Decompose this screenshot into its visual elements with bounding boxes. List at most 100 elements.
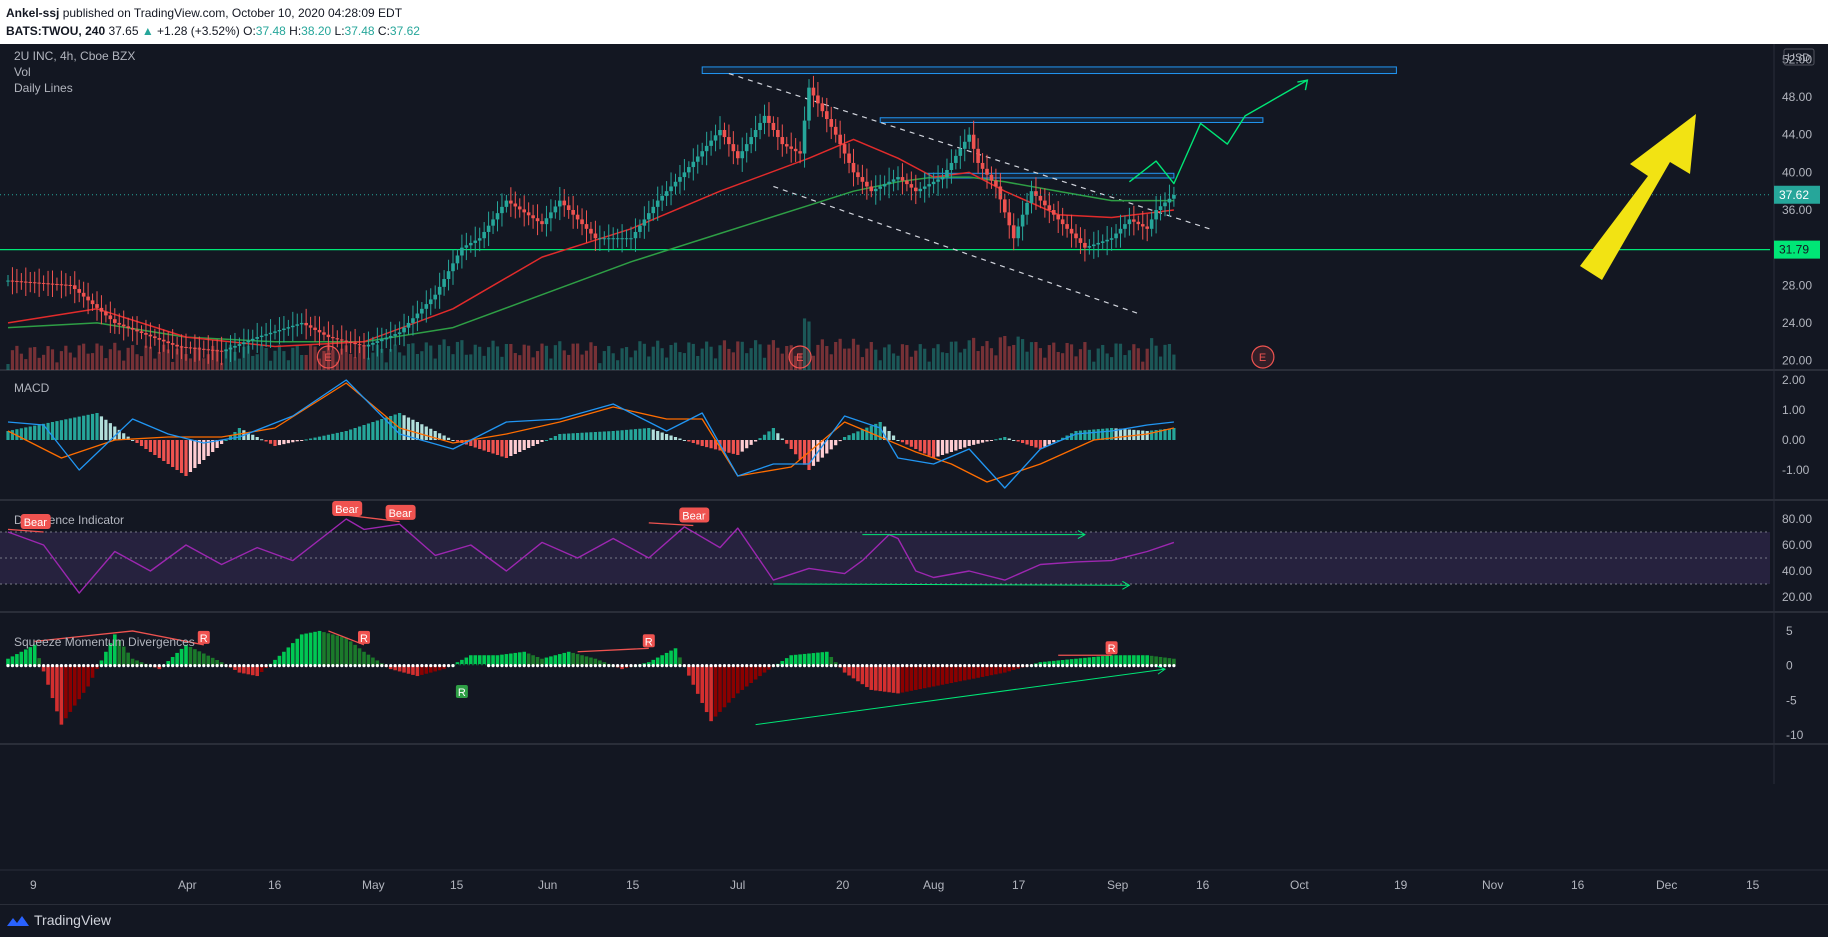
candle-body xyxy=(402,327,406,333)
macd-histogram-bar xyxy=(233,432,237,440)
squeeze-dot xyxy=(224,664,228,668)
squeeze-dot xyxy=(567,664,571,668)
macd-tick-label: -1.00 xyxy=(1782,463,1810,477)
squeeze-dot xyxy=(117,664,121,668)
squeeze-dot xyxy=(1021,664,1025,668)
squeeze-bar xyxy=(1158,656,1163,666)
squeeze-dot xyxy=(696,664,700,668)
earnings-marker-icon[interactable] xyxy=(1251,345,1275,369)
squeeze-bar xyxy=(789,655,793,666)
squeeze-bar xyxy=(86,665,90,687)
squeeze-dot xyxy=(509,664,513,668)
candle-body xyxy=(246,340,251,343)
volume-bar xyxy=(607,346,611,370)
candle-body xyxy=(1065,224,1069,229)
candle-body xyxy=(816,95,820,104)
squeeze-dot xyxy=(99,664,104,668)
squeeze-dot xyxy=(162,664,166,668)
candle-body xyxy=(19,281,24,283)
candle-body xyxy=(1047,205,1052,210)
squeeze-dot xyxy=(424,664,428,668)
ohlc-low: 37.48 xyxy=(344,24,375,38)
earnings-marker-icon[interactable] xyxy=(316,345,340,369)
macd-histogram-bar xyxy=(949,440,953,452)
candle-body xyxy=(55,283,59,285)
macd-histogram-bar xyxy=(1012,440,1016,441)
macd-histogram-bar xyxy=(90,413,95,440)
squeeze-dot xyxy=(678,664,682,668)
volume-bar xyxy=(544,345,549,370)
bullish-arrow-icon[interactable] xyxy=(1580,114,1696,280)
volume-bar xyxy=(900,344,905,370)
squeeze-dot xyxy=(535,664,540,668)
squeeze-bar xyxy=(584,656,589,666)
volume-bar xyxy=(727,348,731,370)
macd-histogram-bar xyxy=(851,433,856,440)
squeeze-bull-line[interactable] xyxy=(755,668,1166,726)
macd-histogram-bar xyxy=(255,437,259,440)
squeeze-bar xyxy=(375,660,380,666)
squeeze-dot xyxy=(175,664,179,668)
macd-histogram-bar xyxy=(104,419,108,440)
squeeze-dot xyxy=(718,664,722,668)
macd-histogram-bar xyxy=(264,440,268,442)
macd-histogram-bar xyxy=(709,440,713,449)
squeeze-bar xyxy=(460,659,464,666)
squeeze-bar xyxy=(905,665,909,692)
squeeze-bear-line[interactable] xyxy=(34,630,204,646)
earnings-marker-icon[interactable] xyxy=(788,345,812,369)
macd-histogram-bar xyxy=(509,440,513,456)
candle-body xyxy=(740,151,745,159)
squeeze-dot xyxy=(1043,664,1047,668)
candle-body xyxy=(976,148,980,163)
candle-body xyxy=(967,134,971,142)
macd-histogram-bar xyxy=(59,420,63,440)
squeeze-dot xyxy=(242,664,246,668)
squeeze-dot xyxy=(282,664,286,668)
candle-body xyxy=(339,339,344,341)
resistance-zone-box[interactable] xyxy=(879,117,1264,123)
squeeze-bar xyxy=(976,665,980,678)
candle-body xyxy=(758,122,762,130)
squeeze-dot xyxy=(598,664,602,668)
candle-body xyxy=(718,130,722,136)
volume-bar xyxy=(620,348,624,370)
volume-bar xyxy=(286,360,290,370)
candle-body xyxy=(878,186,882,189)
volume-bar xyxy=(389,349,393,370)
squeeze-bar xyxy=(170,656,175,666)
candle-body xyxy=(669,186,673,192)
squeeze-bear-line[interactable] xyxy=(328,630,365,646)
candle-body xyxy=(940,177,945,180)
macd-histogram-bar xyxy=(144,440,148,449)
squeeze-dot xyxy=(1092,664,1096,668)
candle-body xyxy=(15,280,19,282)
squeeze-dot xyxy=(82,664,86,668)
author-name[interactable]: Ankel-ssj xyxy=(6,6,60,20)
macd-histogram-bar xyxy=(473,440,477,448)
macd-histogram-bar xyxy=(553,436,557,440)
candle-body xyxy=(433,294,437,300)
squeeze-bar xyxy=(967,665,971,680)
bullish-divergence-line[interactable] xyxy=(773,583,1130,586)
squeeze-bar xyxy=(655,657,660,666)
squeeze-dot xyxy=(291,664,295,668)
candle-body xyxy=(655,200,660,207)
squeeze-bar xyxy=(1167,658,1172,666)
squeeze-bear-line[interactable] xyxy=(577,647,649,653)
channel-lower-line[interactable] xyxy=(773,185,1139,315)
macd-histogram-bar xyxy=(740,440,744,452)
resistance-zone-box[interactable] xyxy=(701,66,1397,75)
squeeze-dot xyxy=(402,664,406,668)
time-tick-label: 16 xyxy=(1196,878,1210,892)
squeeze-bar xyxy=(420,665,424,675)
squeeze-tick-label: 0 xyxy=(1786,659,1793,673)
squeeze-bar xyxy=(727,665,731,703)
macd-histogram-bar xyxy=(682,440,686,441)
macd-histogram-bar xyxy=(972,440,976,445)
squeeze-bar xyxy=(807,653,811,666)
squeeze-bar xyxy=(344,637,348,666)
candle-body xyxy=(1025,202,1029,215)
candle-body xyxy=(117,322,122,325)
